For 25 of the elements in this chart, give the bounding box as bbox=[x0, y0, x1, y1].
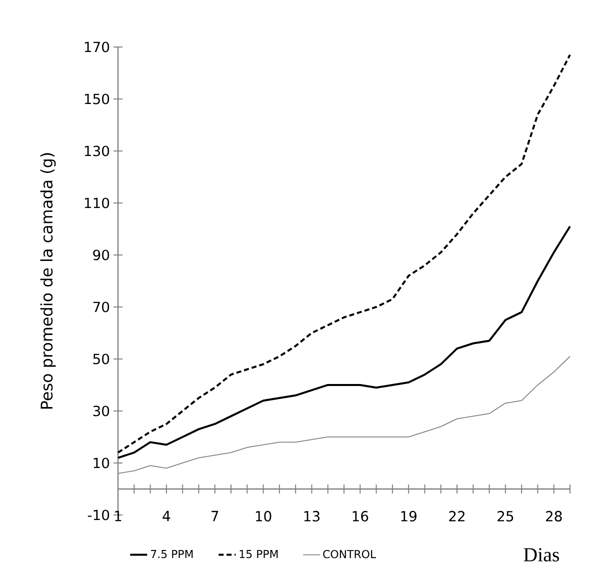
x-tick-label: 19 bbox=[401, 510, 416, 522]
legend-label: 7.5 PPM bbox=[151, 550, 193, 558]
y-tick-label: 170 bbox=[84, 42, 110, 52]
x-tick-label: 7 bbox=[212, 510, 218, 522]
y-tick-label: 110 bbox=[84, 198, 110, 208]
y-tick-label: 50 bbox=[93, 354, 110, 364]
x-tick-label: 22 bbox=[449, 510, 464, 522]
y-tick-label: 90 bbox=[93, 250, 110, 260]
y-tick-label: 130 bbox=[84, 146, 110, 156]
x-tick-label: 13 bbox=[304, 510, 320, 522]
y-tick-label: 70 bbox=[93, 302, 110, 312]
x-axis-title: Dias bbox=[524, 548, 559, 562]
y-axis-title: Peso promedio de la camada (g) bbox=[40, 153, 56, 409]
x-tick-label: 25 bbox=[498, 510, 514, 522]
legend-label: CONTROL bbox=[323, 550, 376, 558]
x-tick-label: 4 bbox=[162, 510, 170, 522]
legend-label: 15 PPM bbox=[240, 550, 278, 558]
x-tick-label: 16 bbox=[352, 510, 368, 522]
y-tick-label: 150 bbox=[84, 94, 110, 104]
x-tick-label: 10 bbox=[256, 510, 272, 522]
y-tick-label: 30 bbox=[93, 406, 110, 416]
x-tick-label: 28 bbox=[546, 510, 562, 522]
y-tick-label: 10 bbox=[94, 458, 110, 468]
x-tick-label: 1 bbox=[115, 510, 122, 522]
y-tick-label: -10 bbox=[88, 510, 110, 520]
